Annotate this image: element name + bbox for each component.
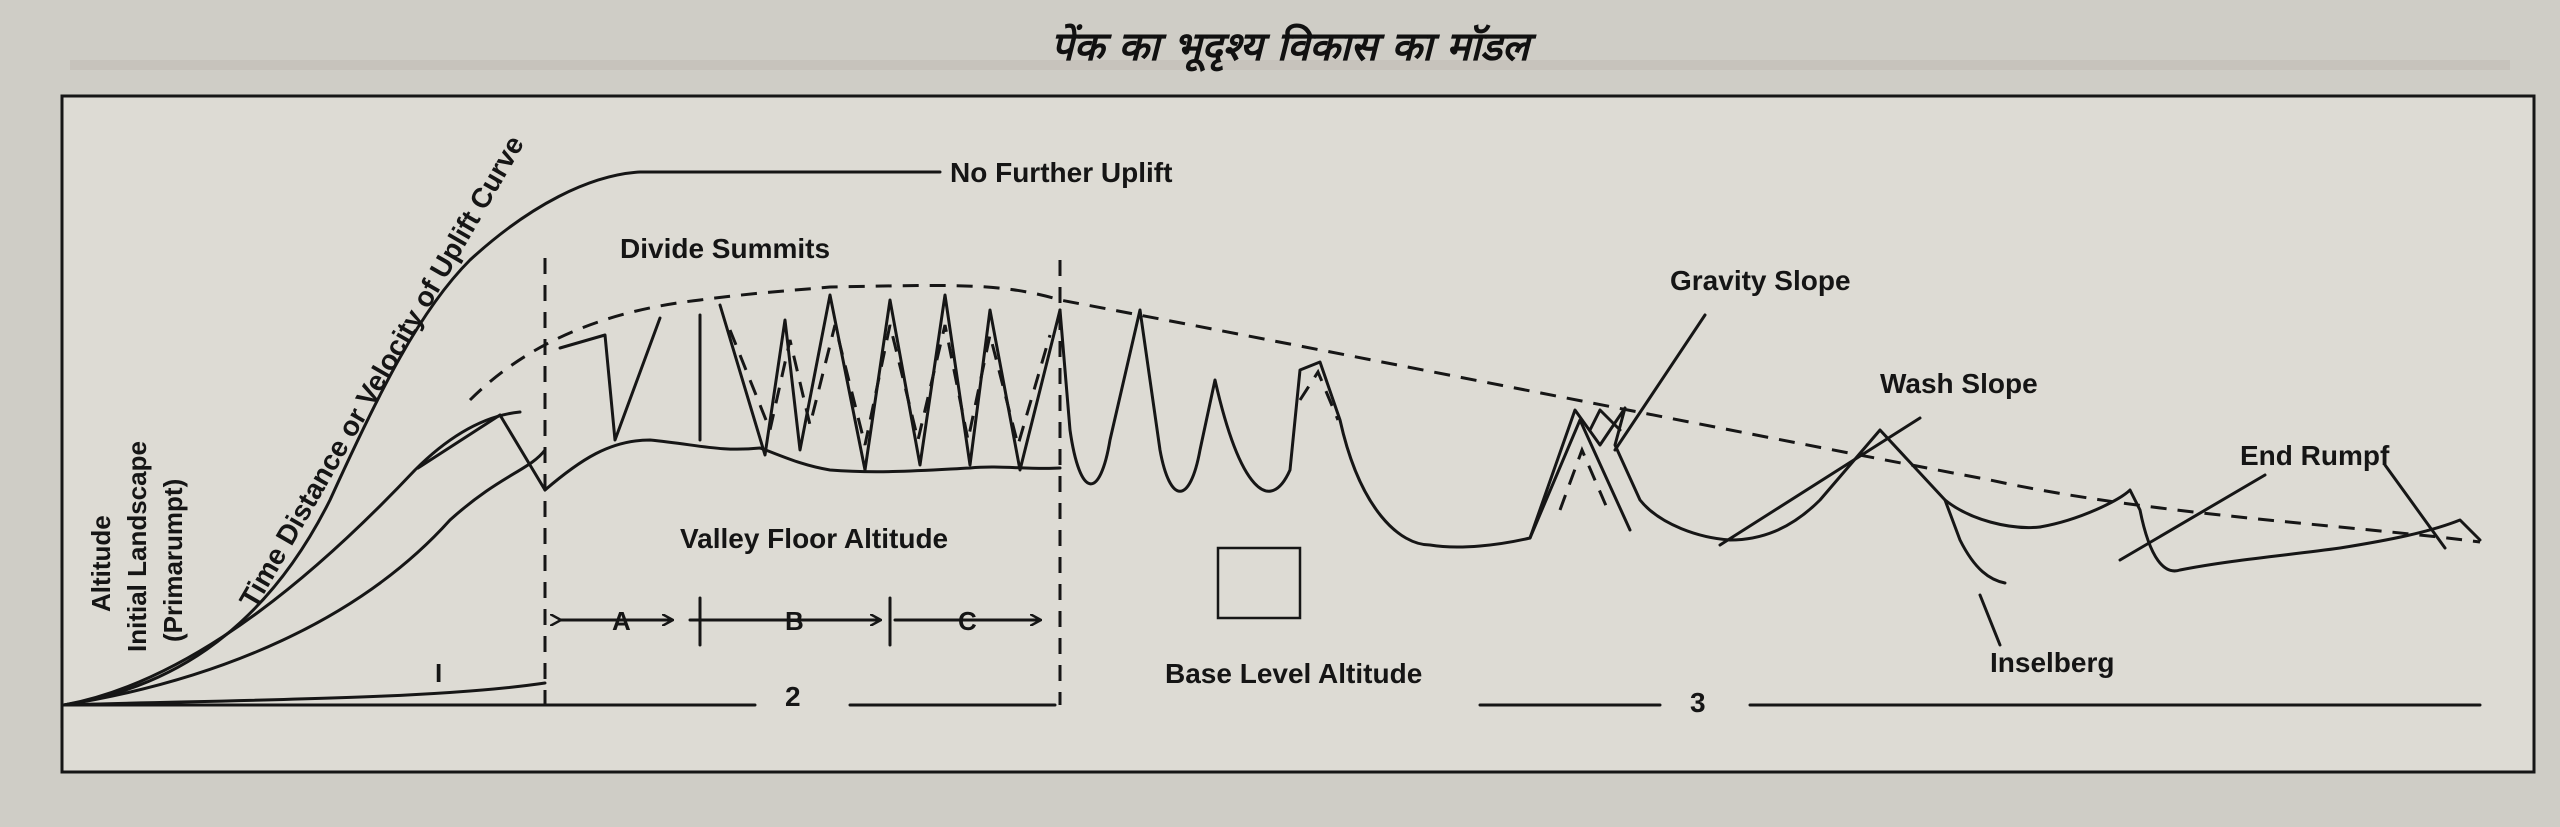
divide-summits-envelope	[468, 283, 2481, 544]
primarumpt-label: (Primarumpt)	[158, 479, 188, 642]
divide-summits-label: Divide Summits	[620, 233, 830, 264]
mature-zigzag-inner	[728, 324, 1052, 451]
stage-1-label: I	[435, 658, 442, 688]
valley-floor-altitude-label: Valley Floor Altitude	[680, 523, 948, 554]
young-valleys	[558, 313, 702, 442]
diagram-title: पेंक का भूदृश्य विकास का मॉडल	[1051, 23, 1537, 72]
uplift-curve	[62, 170, 942, 707]
valley-floor-curve-lower	[62, 448, 547, 707]
end-rumpf-label: End Rumpf	[2240, 440, 2390, 471]
valley-floor-curve-middle	[62, 410, 522, 707]
base-level-altitude-label: Base Level Altitude	[1165, 658, 1422, 689]
phase-arrows	[560, 596, 1040, 647]
inselberg-leader	[1978, 593, 2002, 647]
valley-floor-line	[543, 438, 1062, 492]
phase-b-label: B	[785, 606, 804, 636]
remnant-peaks	[1058, 308, 2042, 549]
sketch-square	[1216, 546, 1302, 620]
gravity-slope-leader	[1613, 313, 1707, 452]
wash-slope-label: Wash Slope	[1880, 368, 2038, 399]
phase-c-label: C	[958, 606, 977, 636]
valley-floor-curve-upper	[62, 681, 547, 707]
peneplain-surface	[2038, 488, 2482, 573]
no-further-uplift-label: No Further Uplift	[950, 157, 1172, 188]
inselberg-label: Inselberg	[1990, 647, 2114, 678]
altitude-label: Altitude	[86, 515, 116, 612]
early-divide-peak	[416, 413, 547, 492]
stage-3-label: 3	[1690, 687, 1706, 718]
remnant-peaks-inner	[1298, 368, 1340, 421]
diagram-frame	[60, 94, 2536, 774]
wash-slope-leader	[1718, 416, 1922, 547]
initial-landscape-label: Initial Landscape	[122, 441, 152, 652]
gravity-slope-label: Gravity Slope	[1670, 265, 1851, 296]
inselberg-knob	[1943, 498, 2007, 585]
stage-2-label: 2	[785, 681, 801, 712]
end-rumpf-leader	[2118, 473, 2267, 562]
mature-zigzag-solid	[718, 293, 1062, 472]
end-rumpf-leader-2	[2383, 463, 2447, 550]
gravity-slope-ridge-inner	[1558, 445, 1612, 516]
gravity-slope-ridge	[1528, 408, 1632, 540]
phase-a-label: A	[612, 606, 631, 636]
